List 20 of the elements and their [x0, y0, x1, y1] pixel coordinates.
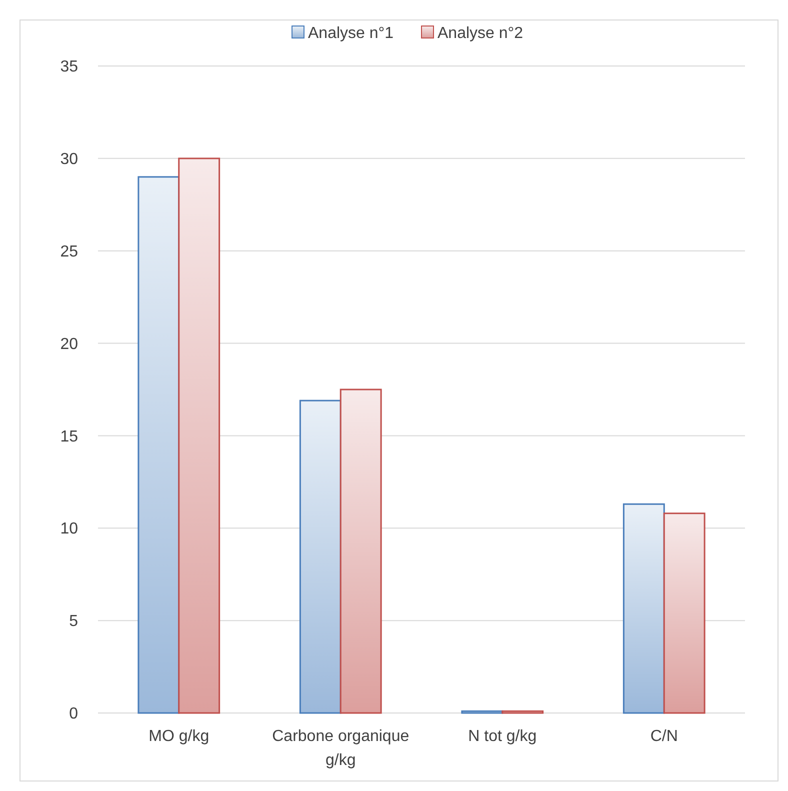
y-tick-label: 5	[69, 613, 78, 630]
y-tick-label: 25	[60, 243, 78, 260]
x-tick-label: Carbone organique g/kg	[272, 728, 410, 769]
bar	[622, 503, 665, 714]
y-tick-label: 15	[60, 428, 78, 446]
x-tick-label: N tot g/kg	[468, 728, 537, 745]
y-tick-label: 20	[60, 336, 78, 353]
y-tick-label: 0	[69, 706, 78, 723]
bar	[340, 388, 382, 714]
legend-label: Analyse n°1	[308, 25, 394, 42]
x-tick-label: MO g/kg	[148, 728, 210, 745]
bar	[138, 176, 180, 714]
bar	[178, 158, 220, 714]
x-tick-label: C/N	[650, 728, 678, 745]
legend-label: Analyse n°2	[438, 25, 524, 42]
y-tick-label: 10	[60, 520, 78, 538]
y-tick-label: 35	[60, 58, 78, 76]
bar	[663, 512, 706, 714]
y-tick-label: 30	[60, 151, 78, 168]
bar	[299, 400, 342, 714]
